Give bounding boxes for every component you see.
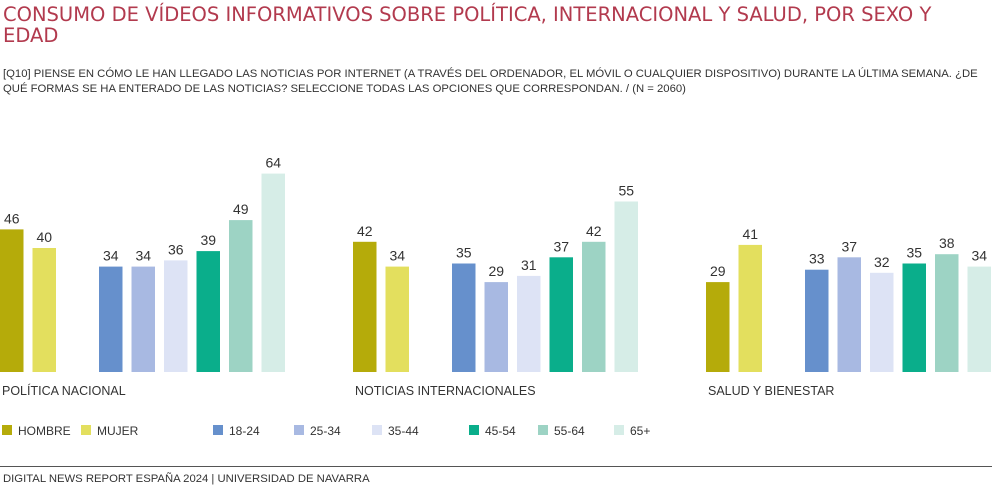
data-label: 34 — [971, 248, 987, 264]
legend-label: 18-24 — [229, 424, 260, 438]
data-label: 33 — [809, 251, 825, 267]
legend-swatch — [294, 425, 304, 435]
data-label: 32 — [874, 254, 890, 270]
data-label: 36 — [168, 241, 184, 257]
data-label: 64 — [265, 155, 281, 171]
bar-65+-1 — [261, 173, 285, 372]
bar-55-64-3 — [935, 254, 959, 372]
legend-label: 65+ — [630, 424, 650, 438]
bar-18-24-2 — [452, 263, 476, 372]
bar-18-24-1 — [99, 266, 123, 372]
bar-mujer-1 — [32, 248, 56, 372]
legend-label: HOMBRE — [18, 424, 71, 438]
data-label: 40 — [36, 229, 52, 245]
footer-source: DIGITAL NEWS REPORT ESPAÑA 2024 | UNIVER… — [3, 473, 370, 485]
data-label: 34 — [389, 248, 405, 264]
legend-swatch — [81, 425, 91, 435]
bar-chart: 46 40 34 34 36 39 49 64 POLÍTICA NACIONAL 42 34 35 2… — [0, 155, 991, 438]
bar-45-54-1 — [196, 251, 220, 372]
legend-swatch — [469, 425, 479, 435]
bar-45-54-3 — [902, 263, 926, 372]
legend-swatch — [538, 425, 548, 435]
data-label: 29 — [488, 263, 504, 279]
data-label: 35 — [906, 245, 922, 261]
data-label: 49 — [233, 201, 249, 217]
bar-hombre-1 — [0, 229, 24, 372]
legend-label: 45-54 — [485, 424, 516, 438]
bar-25-34-3 — [837, 257, 861, 372]
bar-25-34-2 — [484, 282, 508, 372]
category-label: NOTICIAS INTERNACIONALES — [355, 384, 536, 398]
chart-subtitle: [Q10] PIENSE EN CÓMO LE HAN LLEGADO LAS … — [3, 68, 978, 95]
data-label: 46 — [4, 210, 20, 226]
data-label: 37 — [841, 238, 857, 254]
category-label: SALUD Y BIENESTAR — [708, 384, 834, 398]
bar-mujer-2 — [385, 266, 409, 372]
bar-65+-2 — [614, 201, 638, 372]
bar-55-64-1 — [229, 220, 253, 372]
data-label: 42 — [586, 223, 602, 239]
bar-65+-3 — [967, 266, 991, 372]
bar-hombre-3 — [706, 282, 730, 372]
legend-swatch — [614, 425, 624, 435]
legend-label: MUJER — [97, 424, 139, 438]
data-label: 29 — [710, 263, 726, 279]
category-label: POLÍTICA NACIONAL — [2, 383, 126, 398]
data-label: 31 — [521, 257, 537, 273]
legend-label: 25-34 — [310, 424, 341, 438]
legend-label: 55-64 — [554, 424, 585, 438]
bar-35-44-3 — [870, 272, 894, 372]
data-label: 55 — [618, 183, 634, 199]
data-label: 42 — [357, 223, 373, 239]
legend-swatch — [372, 425, 382, 435]
bar-18-24-3 — [805, 269, 829, 372]
bar-25-34-1 — [131, 266, 155, 372]
data-label: 41 — [742, 226, 758, 242]
data-label: 37 — [553, 238, 569, 254]
bar-hombre-2 — [353, 241, 377, 372]
bar-55-64-2 — [582, 241, 606, 372]
chart-title: CONSUMO DE VÍDEOS INFORMATIVOS SOBRE POL… — [3, 3, 932, 47]
data-label: 38 — [939, 235, 955, 251]
legend-swatch — [213, 425, 223, 435]
data-label: 34 — [135, 248, 151, 264]
bar-45-54-2 — [549, 257, 573, 372]
legend-swatch — [2, 425, 12, 435]
bar-35-44-1 — [164, 260, 188, 372]
legend-label: 35-44 — [388, 424, 419, 438]
footer-divider — [0, 466, 992, 467]
data-label: 35 — [456, 245, 472, 261]
data-label: 34 — [103, 248, 119, 264]
bar-mujer-3 — [738, 244, 762, 372]
data-label: 39 — [200, 232, 216, 248]
bar-35-44-2 — [517, 275, 541, 372]
